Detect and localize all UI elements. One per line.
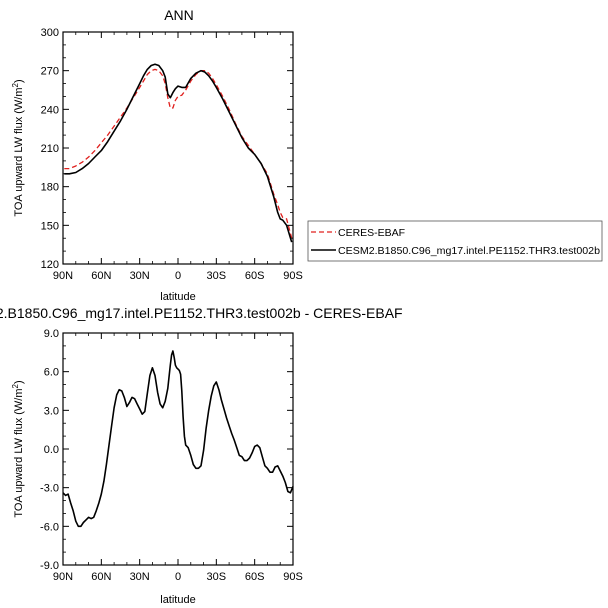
top-chart-y-axis-label-superscript: 2 — [11, 82, 20, 87]
bottom-chart-y-axis-label: TOA upward LW flux (W/m2) — [11, 380, 25, 517]
legend-box — [307, 220, 603, 262]
bottom-chart-x-tick-label: 90N — [53, 571, 73, 583]
top-chart-x-tick-label: 60N — [91, 270, 111, 282]
top-chart-plot-frame — [62, 31, 294, 265]
top-chart-y-tick-label: 150 — [41, 220, 59, 232]
top-chart-y-tick-label: 270 — [41, 66, 59, 78]
top-chart-x-tick-label: 0 — [175, 270, 181, 282]
bottom-chart-x-tick-label: 0 — [175, 571, 181, 583]
top-chart: ANN 90N 60N 30N 0 30S 60S 90S 120 150 180 210 240 27… — [11, 7, 603, 303]
top-chart-x-tick-label: 30S — [207, 270, 227, 282]
top-chart-y-tick-label: 120 — [41, 259, 59, 271]
top-chart-y-axis-label-main: TOA upward LW flux (W/m — [13, 87, 25, 216]
top-chart-x-tick-label: 60S — [245, 270, 265, 282]
bottom-chart-x-axis-label: latitude — [160, 594, 195, 606]
bottom-chart: CESM2.B1850.C96_mg17.intel.PE1152.THR3.t… — [0, 305, 403, 606]
top-chart-y-tick-label: 300 — [41, 27, 59, 39]
top-chart-legend: CERES-EBAF CESM2.B1850.C96_mg17.intel.PE… — [307, 220, 603, 262]
top-chart-y-tick-label: 210 — [41, 143, 59, 155]
top-chart-x-tick-label: 90S — [283, 270, 303, 282]
bottom-chart-ticks: 90N 60N 30N 0 30S 60S 90S -9.0 -6.0 -3.0 0.0 3.0 6.0… — [40, 328, 303, 583]
top-chart-series-layer — [64, 63, 293, 243]
bottom-chart-plot-frame — [62, 332, 294, 566]
bottom-chart-x-tick-label: 60S — [245, 571, 265, 583]
top-chart-x-tick-label: 90N — [53, 270, 73, 282]
bottom-chart-y-tick-label: 0.0 — [44, 444, 59, 456]
top-chart-y-axis-label: TOA upward LW flux (W/m2) — [11, 79, 25, 216]
top-chart-x-tick-label: 30N — [130, 270, 150, 282]
bottom-chart-x-tick-label: 30N — [130, 571, 150, 583]
bottom-chart-y-axis-label-superscript: 2 — [11, 383, 20, 388]
bottom-chart-y-tick-label: 6.0 — [44, 367, 59, 379]
bottom-chart-title: CESM2.B1850.C96_mg17.intel.PE1152.THR3.t… — [0, 305, 403, 321]
top-chart-x-axis-label: latitude — [160, 291, 195, 303]
bottom-chart-series-layer — [62, 350, 294, 528]
bottom-chart-series-line-0 — [62, 350, 294, 528]
top-chart-y-axis-label-close: ) — [13, 79, 25, 83]
bottom-chart-y-tick-label: -6.0 — [40, 521, 59, 533]
bottom-chart-x-tick-label: 90S — [283, 571, 303, 583]
legend-label-ceres-ebaf: CERES-EBAF — [338, 227, 405, 239]
top-chart-y-tick-label: 240 — [41, 104, 59, 116]
bottom-chart-y-tick-label: 9.0 — [44, 328, 59, 340]
bottom-chart-y-tick-label: -9.0 — [40, 560, 59, 572]
top-chart-series-line-1 — [64, 63, 293, 243]
legend-label-cesm2-test: CESM2.B1850.C96_mg17.intel.PE1152.THR3.t… — [338, 245, 600, 257]
bottom-chart-x-tick-label: 30S — [207, 571, 227, 583]
top-chart-title: ANN — [164, 7, 194, 23]
bottom-chart-y-axis-label-close: ) — [13, 380, 25, 384]
top-chart-ticks: 90N 60N 30N 0 30S 60S 90S 120 150 180 210 240 270 300 — [41, 27, 303, 282]
bottom-chart-y-axis-label-main: TOA upward LW flux (W/m — [13, 388, 25, 517]
bottom-chart-y-tick-label: 3.0 — [44, 405, 59, 417]
bottom-chart-x-tick-label: 60N — [91, 571, 111, 583]
top-chart-y-tick-label: 180 — [41, 182, 59, 194]
bottom-chart-y-tick-label: -3.0 — [40, 483, 59, 495]
